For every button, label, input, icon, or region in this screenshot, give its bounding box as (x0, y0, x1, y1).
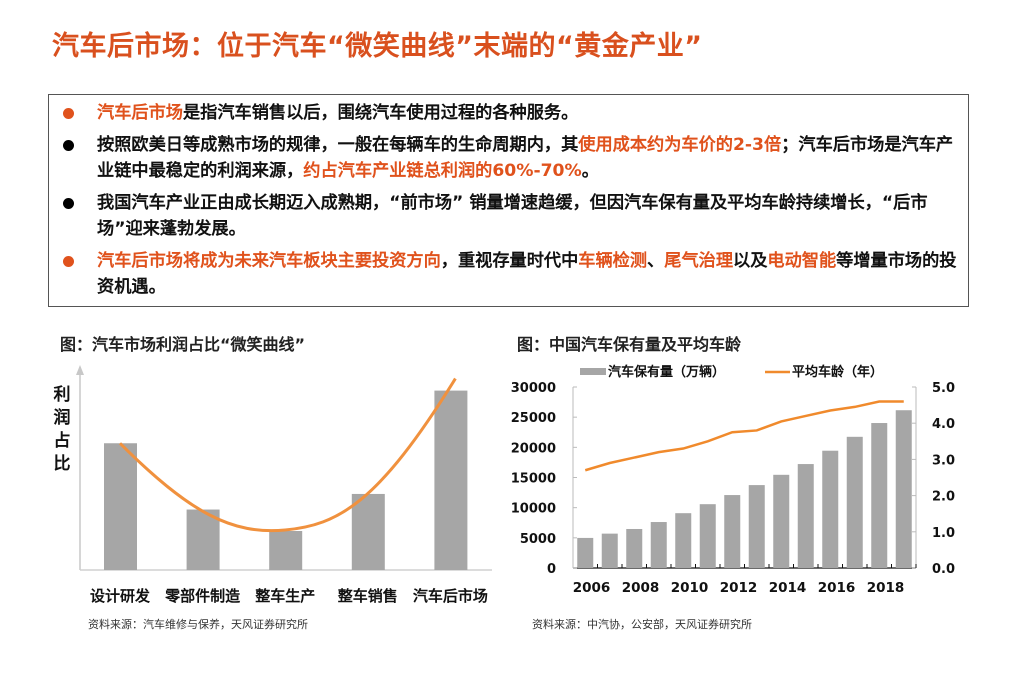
highlight-text: 汽车后市场 (97, 103, 183, 123)
highlight-text: 使用成本约为车价的2-3倍 (578, 135, 782, 155)
axis-arrow-icon (76, 365, 84, 375)
legend-bar-swatch (580, 368, 606, 375)
bullet-item: 汽车后市场将成为未来汽车板块主要投资方向，重视存量时代中车辆检测、尾气治理以及电… (61, 248, 958, 300)
bar (699, 504, 716, 568)
bar (104, 443, 137, 570)
bar (577, 537, 594, 568)
left-y-tick-label: 20000 (511, 441, 556, 456)
smile-curve-line (118, 377, 457, 533)
x-tick-label: 2010 (671, 580, 709, 596)
bar (626, 528, 643, 568)
right-y-tick-label: 3.0 (932, 453, 955, 468)
left-y-tick-label: 10000 (511, 502, 556, 517)
right-y-tick-label: 5.0 (932, 381, 955, 396)
left-y-tick-label: 30000 (511, 381, 556, 396)
x-tick-label: 2018 (867, 580, 905, 596)
bar (269, 531, 303, 570)
bar (748, 485, 765, 568)
legend-label: 汽车保有量（万辆） (608, 364, 725, 380)
bullet-item: 按照欧美日等成熟市场的规律，一般在每辆车的生命周期内，其使用成本约为车价的2-3… (61, 132, 958, 184)
y-axis-label: 利 (54, 384, 71, 405)
bullet-item: 我国汽车产业正由成长期迈入成熟期，“前市场” 销量增速趋缓，但因汽车保有量及平均… (61, 190, 958, 242)
x-tick-label: 2016 (818, 580, 856, 596)
bullet-text: 、 (647, 251, 665, 271)
x-tick-label: 汽车后市场 (413, 587, 488, 605)
average-age-line (584, 400, 904, 472)
highlight-text: 车辆检测 (578, 251, 648, 271)
bar (186, 509, 220, 570)
bullet-text: 是指汽车销售以后，围绕汽车使用过程的各种服务。 (182, 103, 579, 123)
y-axis-label: 比 (54, 453, 71, 474)
bullet-dot-icon (63, 256, 74, 267)
bar (351, 493, 385, 570)
right-y-tick-label: 0.0 (932, 562, 955, 577)
bar (650, 522, 667, 568)
summary-box: 汽车后市场是指汽车销售以后，围绕汽车使用过程的各种服务。按照欧美日等成熟市场的规… (48, 94, 969, 307)
highlight-text: 尾气治理 (664, 251, 734, 271)
y-axis-label: 占 (54, 430, 71, 451)
bar (601, 533, 618, 568)
x-tick-label: 2006 (573, 580, 611, 596)
bullet-text: ，重视存量时代中 (440, 251, 579, 271)
smile-curve-source: 资料来源：汽车维修与保养，天风证券研究所 (88, 618, 308, 631)
bullet-item: 汽车后市场是指汽车销售以后，围绕汽车使用过程的各种服务。 (61, 100, 958, 126)
highlight-text: 汽车后市场将成为未来汽车板块主要投资方向 (97, 251, 441, 271)
page-title: 汽车后市场：位于汽车“微笑曲线”末端的“黄金产业” (52, 31, 703, 62)
bullet-text: 。 (581, 161, 599, 181)
bullet-dot-icon (63, 108, 74, 119)
x-tick-label: 2012 (720, 580, 758, 596)
bar (675, 513, 692, 568)
bar (822, 450, 839, 568)
bar (724, 495, 741, 568)
bar (773, 474, 790, 568)
bullet-text: 等增量市场的投资机遇。 (97, 251, 957, 297)
smile-curve-chart-title: 图：汽车市场利润占比“微笑曲线” (60, 335, 306, 354)
bullet-dot-icon (63, 140, 74, 151)
left-y-tick-label: 15000 (511, 472, 556, 487)
x-tick-label: 2014 (769, 580, 807, 596)
bullet-text: 按照欧美日等成熟市场的规律，一般在每辆车的生命周期内，其 (97, 135, 579, 155)
bar (846, 436, 863, 568)
left-y-tick-label: 0 (547, 562, 556, 577)
highlight-text: 电动智能 (767, 251, 837, 271)
legend-label: 平均车龄（年） (792, 364, 883, 380)
bar (871, 423, 888, 568)
x-tick-label: 整车销售 (338, 587, 398, 605)
x-tick-label: 零部件制造 (164, 587, 240, 605)
bar (895, 410, 912, 568)
bar (797, 464, 814, 568)
left-y-tick-label: 5000 (520, 532, 556, 547)
right-y-tick-label: 2.0 (932, 490, 955, 505)
left-y-tick-label: 25000 (511, 411, 556, 426)
car-ownership-source: 资料来源：中汽协，公安部，天风证券研究所 (532, 618, 752, 631)
bullet-dot-icon (63, 198, 74, 209)
bar (434, 390, 468, 570)
car-ownership-chart: 汽车保有量（万辆） 平均车龄（年） 0 5000 10000 15000 20000 2500… (511, 364, 955, 596)
right-y-tick-label: 4.0 (932, 417, 955, 432)
right-y-tick-label: 1.0 (932, 526, 955, 541)
x-tick-label: 整车生产 (255, 587, 315, 605)
x-tick-label: 设计研发 (90, 587, 151, 605)
car-ownership-chart-title: 图：中国汽车保有量及平均车龄 (517, 335, 742, 354)
bullet-text: 以及 (733, 251, 768, 271)
bullet-text: 我国汽车产业正由成长期迈入成熟期，“前市场” 销量增速趋缓，但因汽车保有量及平均… (97, 193, 928, 239)
y-axis-label: 润 (54, 407, 71, 428)
x-tick-label: 2008 (622, 580, 660, 596)
highlight-text: 约占汽车产业链总利润的60%-70% (303, 161, 582, 181)
bullet-text: ；汽车后市场是汽车产业链中最稳定的利润来源， (97, 135, 954, 181)
